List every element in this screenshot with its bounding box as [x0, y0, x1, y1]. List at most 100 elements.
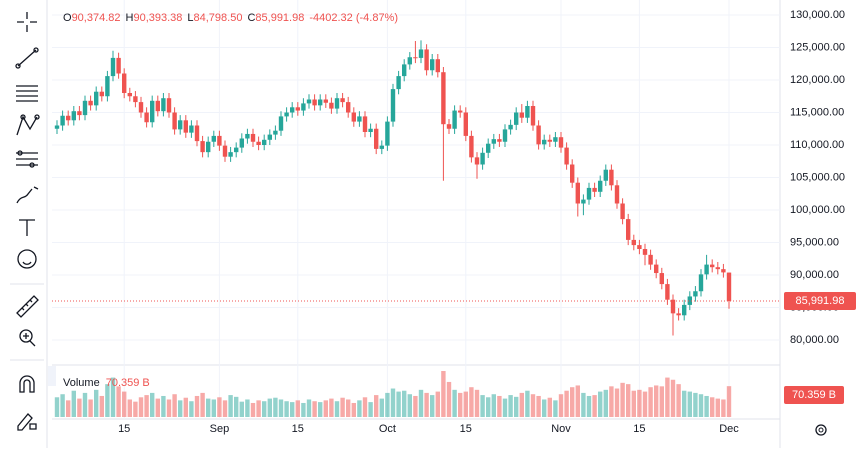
volume-bar [368, 402, 373, 417]
candle-body [458, 110, 463, 113]
volume-bar [379, 398, 384, 417]
y-tick-label: 95,000.00 [790, 236, 839, 248]
candle-body [648, 254, 653, 265]
candle-body [575, 182, 580, 204]
volume-bar [693, 392, 698, 417]
lock-draw-tool[interactable] [17, 413, 37, 431]
candle-body [318, 99, 323, 106]
candle-body [178, 120, 183, 130]
candle-body [374, 128, 379, 149]
collapse-handle[interactable] [48, 366, 56, 386]
volume-bar [430, 395, 435, 417]
volume-bar [217, 397, 222, 417]
volume-bar [631, 390, 636, 417]
pattern-tool[interactable] [16, 114, 40, 136]
trendline-tool[interactable] [15, 47, 39, 69]
candle-body [295, 107, 300, 111]
volume-bar [682, 390, 687, 417]
candle-body [519, 112, 524, 118]
candle-body [206, 141, 211, 153]
settings-button[interactable] [815, 424, 827, 436]
candle-body [262, 139, 267, 145]
volume-bar [340, 397, 345, 417]
candle-body [642, 249, 648, 255]
candle-body [637, 245, 642, 249]
candle-body [284, 112, 289, 117]
x-tick-label: 15 [118, 423, 130, 435]
volume-bar [206, 398, 211, 417]
candle-body [598, 180, 603, 192]
candle-body [357, 116, 362, 122]
y-tick-label: 115,000.00 [790, 106, 844, 118]
volume-bar [312, 401, 317, 417]
candle-body [329, 102, 334, 109]
volume-bar [710, 397, 715, 417]
candle-body [418, 49, 424, 58]
volume-bar [648, 387, 653, 417]
candle-body [698, 274, 704, 292]
volume-bar [228, 395, 233, 417]
candle-body [290, 107, 295, 113]
magnet-tool[interactable] [19, 375, 35, 393]
fib-tool[interactable] [16, 150, 38, 168]
volume-bar [626, 384, 631, 417]
candle-body [497, 139, 502, 142]
volume-bar [665, 377, 670, 417]
volume-bar [413, 395, 418, 417]
candle-body [155, 100, 160, 112]
emoji-tool[interactable] [17, 249, 37, 269]
candle-body [267, 134, 272, 140]
candle-body [710, 264, 715, 268]
volume-bar [362, 397, 368, 417]
volume-bar [183, 397, 188, 417]
lines-tool[interactable] [16, 85, 38, 102]
text-tool[interactable] [19, 219, 35, 236]
volume-bar [329, 398, 334, 417]
candle-body [452, 110, 457, 129]
volume-bar [127, 399, 132, 417]
volume-bar [267, 398, 272, 417]
volume-bar [659, 386, 664, 417]
candle-body [346, 102, 351, 113]
volume-bar [642, 391, 648, 417]
volume-bar [609, 386, 614, 417]
volume-bar [514, 396, 519, 417]
volume-bar [189, 401, 194, 417]
volume-bar [116, 386, 121, 417]
volume-bar [88, 399, 93, 417]
crosshair-tool[interactable] [17, 12, 37, 32]
y-tick-label: 130,000.00 [790, 9, 845, 21]
candle-body [446, 124, 452, 129]
volume-bar [178, 400, 183, 417]
candle-body [530, 106, 536, 126]
volume-bar [239, 401, 244, 417]
volume-bar [469, 387, 474, 417]
ohlc-key: O [63, 12, 72, 24]
candle-body [172, 112, 177, 130]
zoom-tool[interactable] [19, 329, 36, 347]
candle-body [379, 145, 384, 149]
candle-body [670, 299, 676, 314]
volume-bar [54, 397, 60, 417]
candle-body [486, 143, 491, 153]
candle-body [620, 203, 625, 220]
ruler-tool[interactable] [16, 295, 39, 318]
candle-body [323, 99, 328, 103]
volume-bar [357, 400, 362, 417]
candle-body [116, 57, 121, 74]
candle-body [71, 111, 76, 121]
volume-bar [77, 398, 82, 417]
volume-bar [558, 394, 564, 417]
candle-body [441, 72, 446, 125]
volume-bar [166, 399, 172, 417]
brush-tool[interactable] [16, 186, 39, 204]
candle-body [133, 96, 138, 103]
candle-body [474, 157, 480, 165]
volume-bar [407, 394, 412, 417]
volume-bar [172, 394, 177, 417]
volume-bar [698, 394, 704, 417]
candle-body [508, 124, 513, 130]
last-price-badge [784, 292, 856, 311]
candle-body [234, 147, 239, 153]
candle-body [603, 169, 608, 181]
